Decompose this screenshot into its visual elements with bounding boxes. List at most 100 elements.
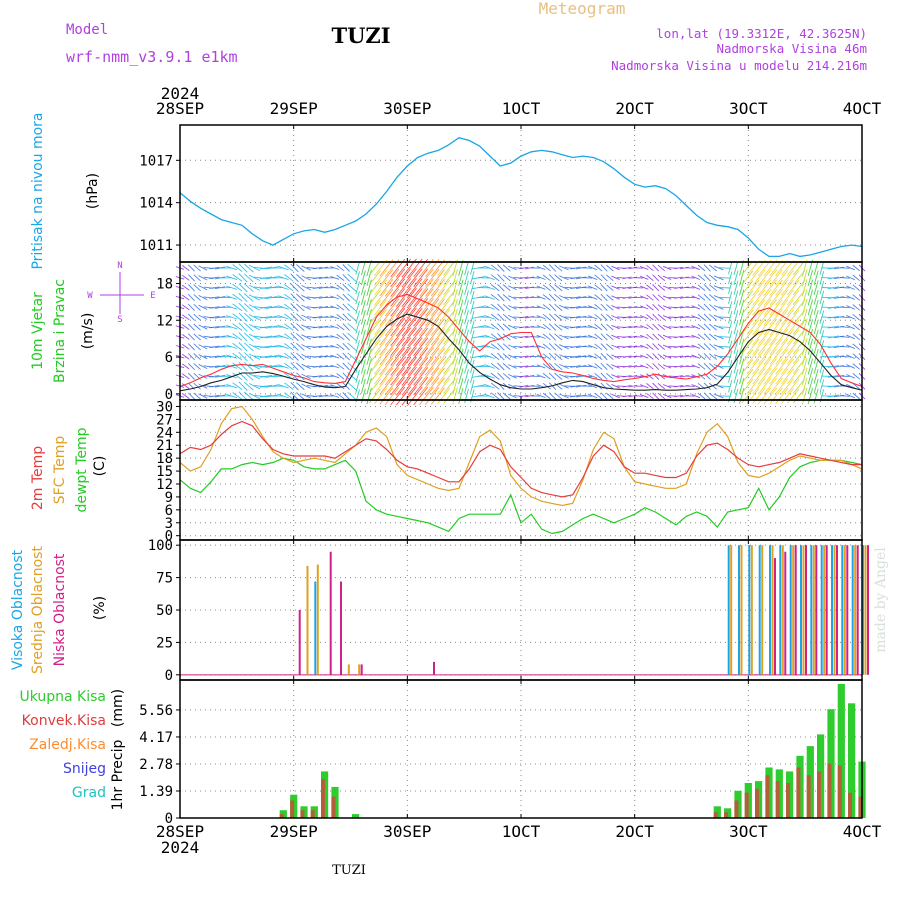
wind-direction-arrow bbox=[691, 344, 701, 349]
wind-direction-arrow bbox=[846, 305, 855, 310]
wind-direction-arrow bbox=[606, 353, 614, 360]
wind-direction-arrow bbox=[464, 300, 469, 315]
wind-direction-arrow bbox=[542, 294, 551, 301]
bottom-tick-label: 4OCT bbox=[843, 822, 882, 841]
wind-direction-arrow bbox=[739, 299, 745, 316]
wind-direction-arrow bbox=[792, 270, 806, 286]
wind-direction-arrow bbox=[739, 358, 745, 375]
wind-direction-arrow bbox=[646, 304, 654, 311]
wind-direction-arrow bbox=[259, 384, 273, 388]
wind-direction-arrow bbox=[374, 259, 388, 277]
wind-direction-arrow bbox=[757, 377, 772, 395]
legend-hail: Grad bbox=[72, 785, 106, 801]
wind-direction-arrow bbox=[622, 276, 632, 280]
wind-direction-arrow bbox=[407, 386, 423, 406]
wind-direction-arrow bbox=[425, 347, 440, 366]
wind-direction-arrow bbox=[368, 388, 381, 404]
wind-direction-arrow bbox=[401, 376, 417, 396]
wind-direction-arrow bbox=[413, 308, 429, 327]
wind-direction-arrow bbox=[425, 278, 440, 297]
wind-direction-arrow bbox=[355, 281, 360, 295]
wind-direction-arrow bbox=[330, 315, 340, 320]
wind-direction-arrow bbox=[452, 328, 458, 346]
wind-direction-arrow bbox=[846, 324, 855, 330]
wind-direction-arrow bbox=[622, 316, 632, 319]
wind-direction-arrow bbox=[746, 348, 760, 365]
wind-direction-arrow bbox=[600, 333, 608, 341]
wind-direction-arrow bbox=[413, 367, 429, 386]
wind-direction-arrow bbox=[484, 364, 495, 369]
wind-direction-arrow bbox=[330, 295, 340, 300]
wind-direction-arrow bbox=[336, 284, 345, 291]
wind-direction-arrow bbox=[430, 367, 445, 385]
wind-direction-arrow bbox=[419, 308, 434, 327]
convective-rain-bar bbox=[744, 792, 749, 818]
low-cloud-bar bbox=[298, 610, 301, 675]
wind-direction-arrow bbox=[674, 345, 683, 348]
y-tick-label: 21 bbox=[156, 438, 173, 454]
wind-direction-arrow bbox=[360, 270, 366, 286]
wind-direction-arrow bbox=[209, 266, 220, 270]
wind-direction-arrow bbox=[284, 284, 294, 292]
wind-direction-arrow bbox=[290, 263, 299, 273]
wind-direction-arrow bbox=[244, 352, 254, 361]
y-tick-label: 0 bbox=[165, 668, 173, 684]
wind-direction-arrow bbox=[646, 373, 654, 380]
wind-direction-arrow bbox=[554, 333, 563, 341]
wind-direction-arrow bbox=[657, 323, 666, 331]
wind-direction-arrow bbox=[691, 324, 701, 330]
wind-direction-arrow bbox=[554, 382, 563, 390]
wind-direction-arrow bbox=[193, 353, 201, 361]
wind-direction-arrow bbox=[846, 354, 855, 359]
wind-direction-arrow bbox=[786, 299, 800, 316]
wind-direction-arrow bbox=[248, 373, 261, 380]
wind-direction-arrow bbox=[752, 338, 766, 355]
wind-direction-arrow bbox=[827, 315, 839, 319]
wind-direction-arrow bbox=[728, 310, 733, 324]
wind-direction-arrow bbox=[674, 286, 683, 289]
bottom-year: 2024 bbox=[161, 838, 200, 857]
wind-direction-arrow bbox=[559, 265, 569, 271]
wind-direction-arrow bbox=[575, 266, 587, 270]
wind-direction-arrow bbox=[301, 265, 311, 271]
wind-direction-arrow bbox=[542, 333, 551, 341]
wind-direction-arrow bbox=[697, 363, 706, 370]
wind-direction-arrow bbox=[336, 343, 345, 350]
wind-direction-arrow bbox=[497, 392, 505, 400]
wind-direction-arrow bbox=[839, 306, 850, 309]
wind-direction-arrow bbox=[846, 383, 855, 389]
wind-direction-arrow bbox=[374, 309, 388, 326]
wind-direction-arrow bbox=[390, 367, 406, 386]
wind-direction-arrow bbox=[484, 334, 495, 340]
credit-label: made by Angel bbox=[873, 547, 889, 653]
wind-direction-arrow bbox=[296, 352, 305, 361]
wind-direction-arrow bbox=[490, 353, 500, 361]
wind-direction-arrow bbox=[379, 357, 394, 375]
wind-direction-arrow bbox=[508, 285, 517, 291]
wind-direction-arrow bbox=[852, 274, 860, 282]
wind-direction-arrow bbox=[312, 335, 323, 339]
wind-direction-arrow bbox=[792, 368, 806, 384]
wind-direction-arrow bbox=[248, 323, 261, 331]
wind-direction-arrow bbox=[801, 318, 808, 336]
wind-direction-arrow bbox=[379, 377, 394, 395]
wind-direction-arrow bbox=[232, 392, 243, 400]
y-tick-label: 1017 bbox=[139, 153, 173, 169]
total-rain-bar bbox=[848, 703, 856, 818]
wind-direction-arrow bbox=[232, 264, 243, 272]
low-cloud-bar bbox=[784, 551, 787, 675]
wind-direction-arrow bbox=[437, 328, 451, 345]
wind-direction-arrow bbox=[728, 330, 733, 344]
wind-direction-arrow bbox=[347, 273, 357, 283]
wind-direction-arrow bbox=[395, 268, 412, 288]
wind-direction-arrow bbox=[277, 383, 289, 389]
low-cloud-bar bbox=[825, 545, 828, 675]
wind-direction-arrow bbox=[508, 373, 517, 379]
wind-direction-arrow bbox=[401, 327, 417, 347]
wind-direction-arrow bbox=[296, 283, 305, 292]
wind-direction-arrow bbox=[662, 324, 672, 330]
wind-direction-arrow bbox=[769, 269, 783, 287]
wind-direction-arrow bbox=[813, 378, 819, 394]
wind-direction-arrow bbox=[360, 299, 366, 315]
